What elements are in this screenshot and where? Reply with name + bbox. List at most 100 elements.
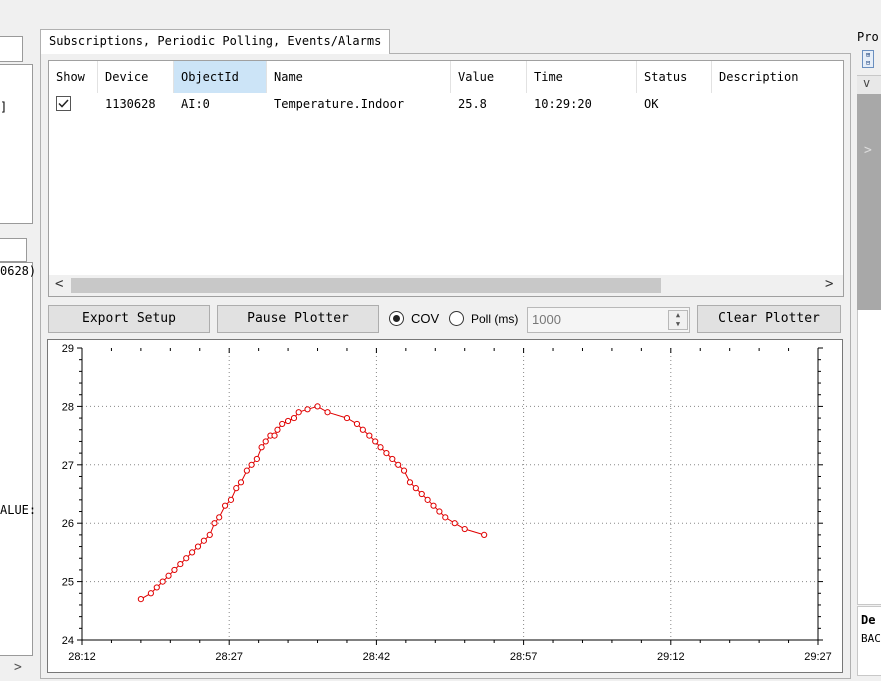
y-tick-label: 28 — [62, 401, 74, 413]
data-point — [177, 560, 184, 568]
poll-interval-spinner[interactable]: ▲ ▼ — [668, 310, 688, 330]
data-point — [147, 590, 154, 597]
column-header-device[interactable]: Device — [98, 61, 174, 93]
data-point — [395, 461, 402, 468]
column-header-description[interactable]: Description — [719, 70, 799, 84]
window-top-bar — [0, 0, 881, 28]
data-point — [189, 549, 196, 556]
data-point — [412, 485, 419, 492]
scroll-left-icon[interactable]: < — [55, 276, 64, 292]
left-input-box[interactable] — [0, 36, 23, 62]
column-header-value[interactable]: Value — [451, 61, 527, 93]
y-tick-label: 29 — [62, 343, 74, 355]
data-point — [418, 490, 425, 498]
data-point — [233, 485, 240, 492]
left-input-box-2[interactable] — [0, 238, 27, 262]
left-value-fragment: ALUE: — [0, 503, 37, 517]
cov-label[interactable]: COV — [411, 311, 440, 326]
cell-value: 25.8 — [458, 97, 487, 111]
trend-plot: 28:12 28:27 28:42 28:57 29:12 29:27 24 25 26 27 28… — [47, 339, 843, 673]
data-point — [183, 555, 190, 562]
data-point — [372, 438, 379, 445]
data-point — [436, 508, 443, 515]
pause-plotter-button[interactable]: Pause Plotter — [217, 305, 379, 333]
data-point — [400, 467, 408, 474]
data-point — [377, 444, 384, 451]
data-point — [211, 520, 218, 527]
cell-time: 10:29:20 — [534, 97, 592, 111]
data-point — [153, 584, 160, 591]
data-point — [271, 432, 278, 439]
data-point — [366, 432, 373, 439]
properties-title: Pro — [857, 30, 879, 44]
data-point — [165, 572, 172, 579]
y-tick-label: 27 — [62, 460, 74, 472]
expand-chevron-icon[interactable]: > — [864, 143, 872, 158]
data-point — [253, 455, 260, 463]
data-point — [389, 455, 396, 463]
y-tick-label: 24 — [62, 635, 74, 647]
properties-scroll-area[interactable] — [857, 94, 881, 310]
data-point — [284, 417, 292, 425]
data-point — [430, 502, 437, 509]
data-point — [424, 496, 431, 503]
data-point — [343, 414, 351, 422]
left-bracket-text: ] — [0, 100, 8, 114]
description-title: De — [861, 613, 876, 627]
data-point — [304, 406, 311, 413]
data-point — [137, 596, 144, 603]
left-device-fragment: 0628) — [0, 264, 37, 278]
data-point — [442, 514, 449, 521]
categorized-view-icon[interactable]: ⊞ ⊟ — [862, 50, 874, 68]
data-point — [481, 531, 488, 538]
data-point — [171, 566, 178, 574]
collapse-chevron-icon[interactable]: v — [857, 76, 881, 94]
poll-interval-input[interactable]: 1000 — [527, 307, 690, 333]
trend-chart-svg: 28:12 28:27 28:42 28:57 29:12 29:27 24 25 26 27 28… — [62, 343, 832, 663]
subscriptions-grid: Show Device ObjectId Name Value Time Sta… — [48, 60, 844, 297]
data-point — [243, 467, 250, 474]
data-point — [314, 403, 321, 410]
cell-device: 1130628 — [105, 97, 156, 111]
data-point — [406, 479, 414, 486]
column-header-objectid[interactable]: ObjectId — [174, 61, 267, 93]
column-header-name[interactable]: Name — [267, 61, 451, 93]
x-tick-label: 28:12 — [68, 651, 96, 663]
poll-radio[interactable] — [449, 311, 464, 326]
data-point — [194, 543, 202, 550]
data-point — [262, 438, 269, 445]
data-point — [200, 537, 207, 544]
tab-subscriptions[interactable]: Subscriptions, Periodic Polling, Events/… — [40, 29, 391, 54]
data-point — [279, 420, 286, 428]
left-scroll-right-icon[interactable]: > — [14, 660, 22, 675]
data-point — [159, 578, 166, 585]
data-point — [274, 426, 281, 433]
left-detail-panel — [0, 262, 33, 656]
data-point — [383, 450, 390, 457]
export-setup-button[interactable]: Export Setup — [48, 305, 210, 333]
column-header-show[interactable]: Show — [49, 61, 98, 93]
data-point — [451, 520, 458, 527]
cell-objectid: AI:0 — [181, 97, 210, 111]
spin-up-icon: ▲ — [675, 311, 681, 319]
horizontal-scrollbar[interactable]: < > — [49, 275, 843, 296]
x-tick-label: 28:42 — [363, 651, 391, 663]
data-point — [237, 479, 245, 486]
x-tick-label: 28:57 — [510, 651, 538, 663]
cov-radio[interactable] — [389, 311, 404, 326]
data-point — [353, 420, 361, 428]
cell-description — [712, 94, 719, 114]
cell-name: Temperature.Indoor — [274, 97, 405, 111]
description-panel — [857, 606, 881, 676]
column-header-time[interactable]: Time — [527, 61, 637, 93]
x-tick-label: 29:27 — [804, 651, 832, 663]
scrollbar-thumb[interactable] — [71, 278, 661, 293]
column-header-status[interactable]: Status — [637, 61, 712, 93]
show-checkbox[interactable] — [56, 96, 71, 111]
data-point — [221, 502, 229, 509]
poll-label[interactable]: Poll (ms) — [471, 312, 519, 326]
data-point — [324, 409, 331, 416]
spin-down-icon: ▼ — [675, 320, 681, 328]
scroll-right-icon[interactable]: > — [825, 276, 834, 292]
clear-plotter-button[interactable]: Clear Plotter — [697, 305, 841, 333]
